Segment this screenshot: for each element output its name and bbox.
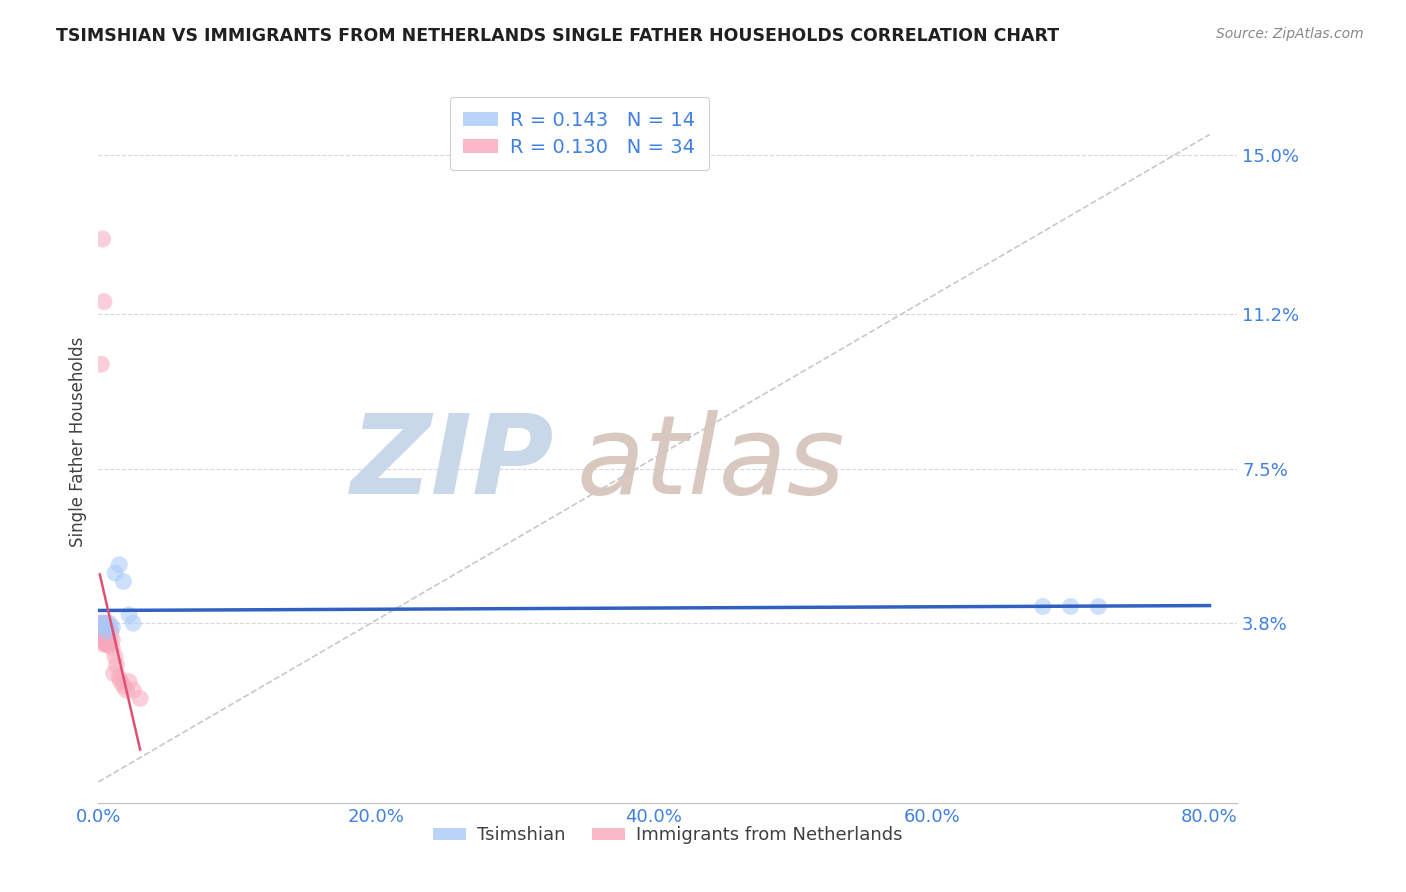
Point — [1087, 599, 1109, 614]
Point — [97, 624, 120, 639]
Text: ZIP: ZIP — [350, 409, 554, 516]
Point — [93, 637, 115, 651]
Point — [97, 632, 120, 647]
Point — [1059, 599, 1081, 614]
Text: atlas: atlas — [576, 409, 845, 516]
Point — [97, 637, 120, 651]
Point — [110, 674, 132, 689]
Point — [108, 671, 131, 685]
Point — [94, 616, 117, 631]
Point — [112, 679, 135, 693]
Point — [93, 294, 115, 309]
Point — [90, 624, 112, 639]
Point — [108, 558, 131, 572]
Point — [105, 657, 128, 672]
Point — [96, 637, 118, 651]
Point — [101, 641, 124, 656]
Legend: Tsimshian, Immigrants from Netherlands: Tsimshian, Immigrants from Netherlands — [426, 819, 910, 852]
Point — [96, 624, 118, 639]
Point — [94, 624, 117, 639]
Point — [91, 629, 114, 643]
Point — [100, 624, 122, 639]
Point — [118, 607, 141, 622]
Point — [96, 616, 118, 631]
Text: Source: ZipAtlas.com: Source: ZipAtlas.com — [1216, 27, 1364, 41]
Point — [90, 620, 112, 634]
Point — [118, 674, 141, 689]
Point — [90, 357, 112, 371]
Point — [91, 624, 114, 639]
Point — [129, 691, 152, 706]
Point — [1032, 599, 1054, 614]
Point — [122, 616, 145, 631]
Point — [91, 232, 114, 246]
Point — [98, 616, 121, 631]
Point — [112, 574, 135, 589]
Point — [115, 683, 138, 698]
Point — [96, 624, 118, 639]
Point — [90, 616, 112, 631]
Point — [90, 620, 112, 634]
Point — [104, 566, 127, 580]
Point — [93, 624, 115, 639]
Y-axis label: Single Father Households: Single Father Households — [69, 336, 87, 547]
Point — [103, 666, 125, 681]
Point — [94, 637, 117, 651]
Point — [104, 649, 127, 664]
Point — [98, 637, 121, 651]
Point — [93, 632, 115, 647]
Point — [98, 632, 121, 647]
Point — [91, 616, 114, 631]
Point — [89, 616, 111, 631]
Point — [94, 632, 117, 647]
Point — [101, 620, 124, 634]
Point — [91, 616, 114, 631]
Text: TSIMSHIAN VS IMMIGRANTS FROM NETHERLANDS SINGLE FATHER HOUSEHOLDS CORRELATION CH: TSIMSHIAN VS IMMIGRANTS FROM NETHERLANDS… — [56, 27, 1059, 45]
Point — [101, 632, 124, 647]
Point — [122, 683, 145, 698]
